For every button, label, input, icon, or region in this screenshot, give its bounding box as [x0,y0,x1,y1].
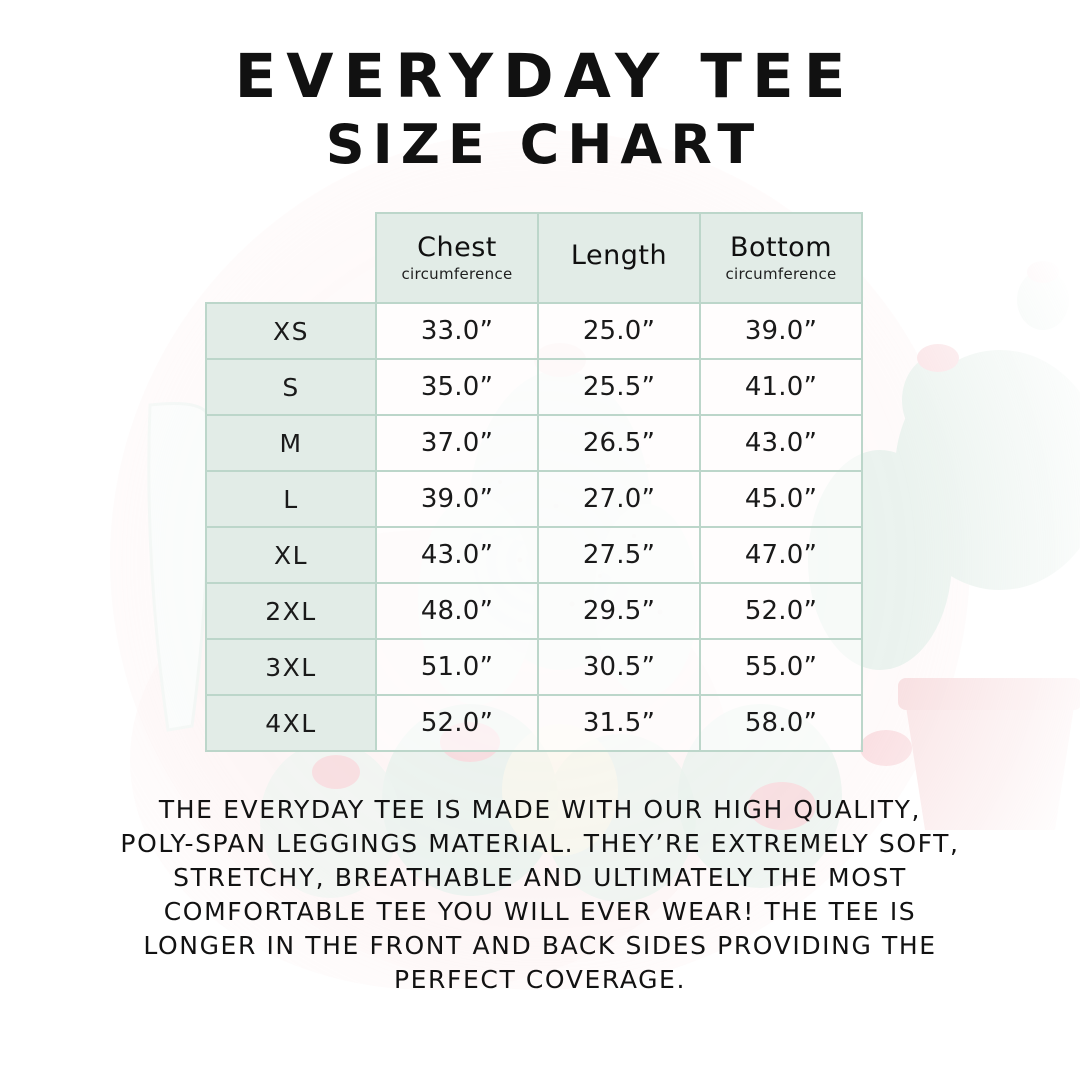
table-row: S 35.0” 25.5” 41.0” [205,358,863,416]
cell-length: 27.0” [537,470,701,528]
table-header-row: Chest circumference Length Bottom circum… [206,212,863,304]
column-header-bottom: Bottom circumference [699,212,863,304]
cell-bottom: 45.0” [699,470,863,528]
cell-chest: 35.0” [375,358,539,416]
row-size-label: L [205,470,377,528]
cell-bottom: 58.0” [699,694,863,752]
row-size-label: S [205,358,377,416]
cell-chest: 51.0” [375,638,539,696]
column-header-bottom-label: Bottom [729,232,833,263]
cell-length: 26.5” [537,414,701,472]
table-corner-cell [206,213,376,303]
product-description: THE EVERYDAY TEE IS MADE WITH OUR HIGH Q… [90,793,990,997]
row-size-label: 3XL [205,638,377,696]
cell-length: 30.5” [537,638,701,696]
size-chart-table: Chest circumference Length Bottom circum… [205,212,863,752]
column-header-chest: Chest circumference [375,212,539,304]
description-line: THE EVERYDAY TEE IS MADE WITH OUR HIGH Q… [158,795,922,824]
title-line-primary: EVERYDAY TEE [234,41,856,112]
cell-chest: 37.0” [375,414,539,472]
description-line: STRETCHY, BREATHABLE AND ULTIMATELY THE … [173,863,907,892]
table-row: L 39.0” 27.0” 45.0” [205,470,863,528]
cell-bottom: 52.0” [699,582,863,640]
table-row: 3XL 51.0” 30.5” 55.0” [205,638,863,696]
cell-bottom: 41.0” [699,358,863,416]
column-header-chest-sublabel: circumference [401,265,513,283]
column-header-chest-label: Chest [417,232,497,263]
cell-chest: 52.0” [375,694,539,752]
description-line: POLY-SPAN LEGGINGS MATERIAL. THEY’RE EXT… [120,829,960,858]
cell-bottom: 43.0” [699,414,863,472]
description-line: PERFECT COVERAGE. [393,965,687,994]
column-header-length: Length [537,212,701,304]
cell-length: 31.5” [537,694,701,752]
cell-length: 25.5” [537,358,701,416]
cell-chest: 39.0” [375,470,539,528]
cell-length: 27.5” [537,526,701,584]
row-size-label: M [205,414,377,472]
page-title: EVERYDAY TEE SIZE CHART [0,46,1080,174]
cell-chest: 33.0” [375,302,539,360]
table-row: XL 43.0” 27.5” 47.0” [205,526,863,584]
column-header-bottom-sublabel: circumference [725,265,837,283]
description-line: LONGER IN THE FRONT AND BACK SIDES PROVI… [143,931,937,960]
cell-bottom: 47.0” [699,526,863,584]
cell-bottom: 55.0” [699,638,863,696]
row-size-label: 2XL [205,582,377,640]
column-header-length-label: Length [570,239,668,271]
table-row: 4XL 52.0” 31.5” 58.0” [205,694,863,752]
table-row: M 37.0” 26.5” 43.0” [205,414,863,472]
cell-bottom: 39.0” [699,302,863,360]
cell-length: 25.0” [537,302,701,360]
cell-length: 29.5” [537,582,701,640]
table-row: 2XL 48.0” 29.5” 52.0” [205,582,863,640]
title-line-secondary: SIZE CHART [325,113,763,176]
description-line: COMFORTABLE TEE YOU WILL EVER WEAR! THE … [163,897,917,926]
row-size-label: XL [205,526,377,584]
row-size-label: 4XL [205,694,377,752]
row-size-label: XS [205,302,377,360]
cell-chest: 48.0” [375,582,539,640]
table-row: XS 33.0” 25.0” 39.0” [205,302,863,360]
cell-chest: 43.0” [375,526,539,584]
